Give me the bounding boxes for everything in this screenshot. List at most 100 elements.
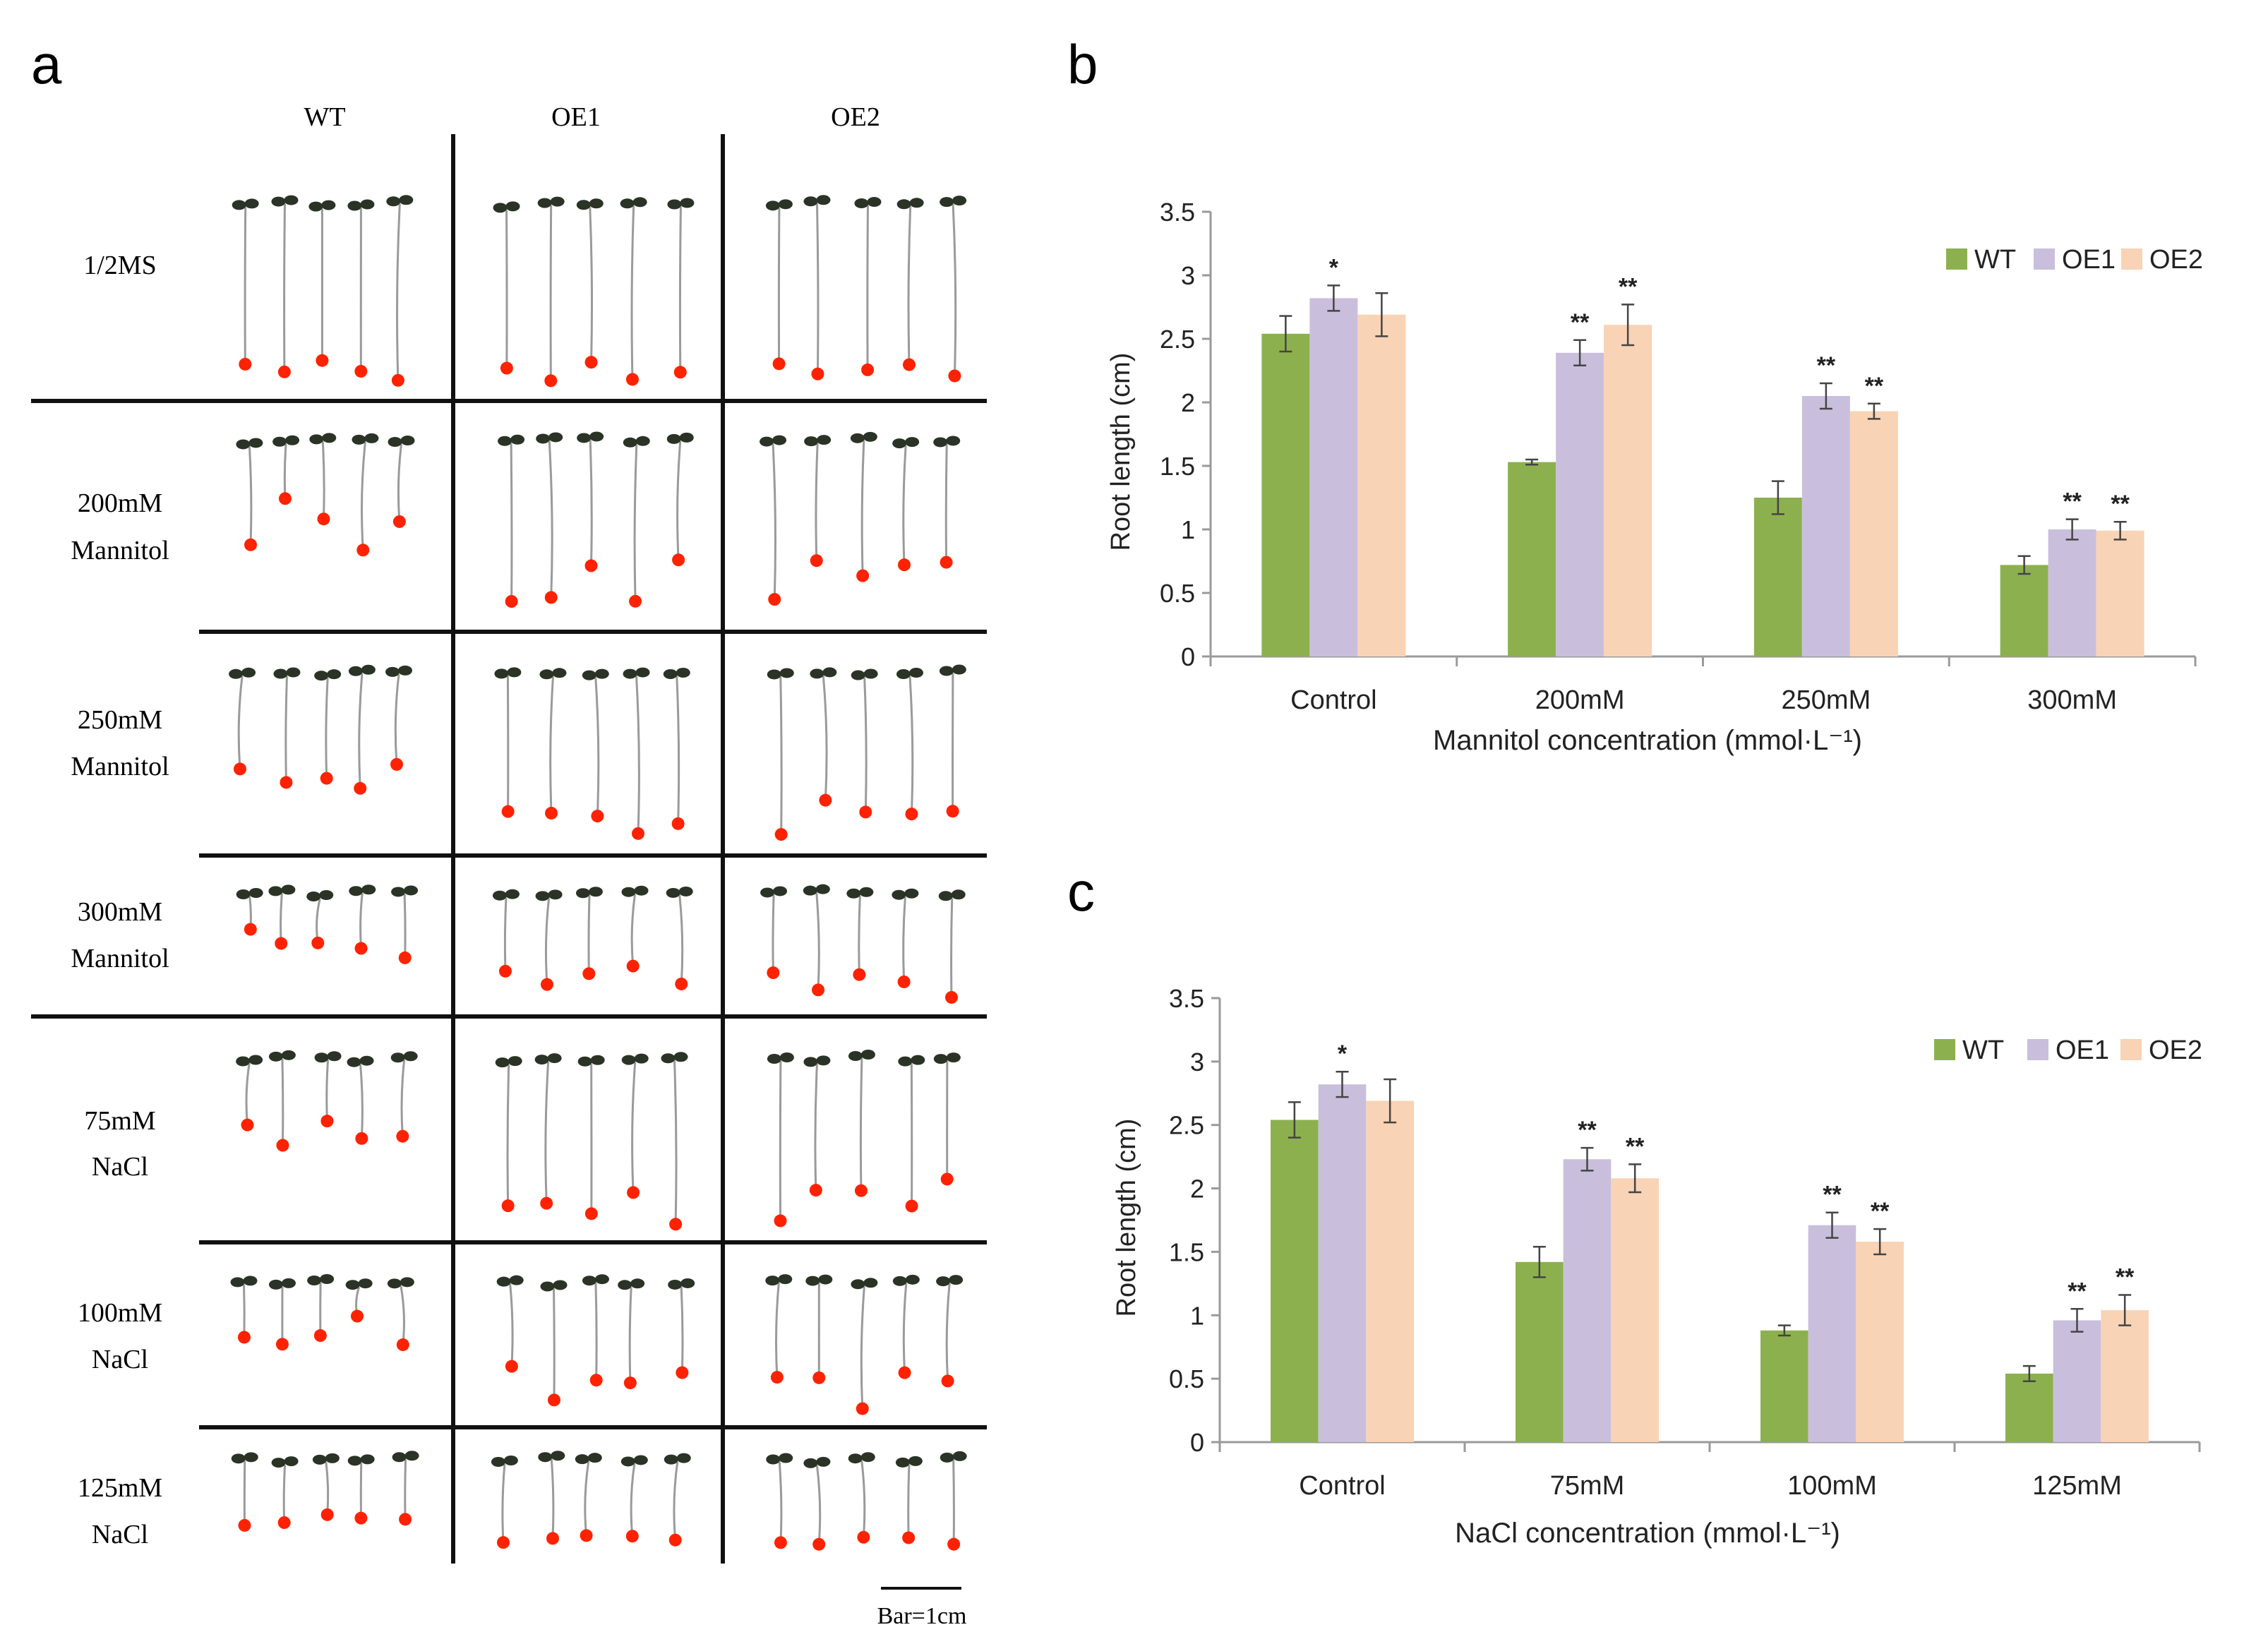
- seedling: [392, 1451, 419, 1526]
- seedling: [582, 668, 609, 823]
- seedling-root: [594, 677, 600, 817]
- root-tip-marker: [946, 805, 959, 818]
- root-tip-marker: [941, 1374, 954, 1388]
- root-tip-marker: [244, 538, 258, 551]
- seedling: [668, 1278, 695, 1379]
- column-header-oe2: OE2: [831, 102, 880, 132]
- root-tip-marker: [861, 363, 875, 376]
- seedling-leaf: [244, 198, 259, 209]
- seedling-root: [860, 1460, 866, 1537]
- seedling-leaf: [232, 200, 246, 210]
- seedling-leaf: [359, 1055, 374, 1066]
- root-tip-marker: [589, 1374, 603, 1387]
- legend-label-oe2: OE2: [2149, 1036, 2202, 1065]
- seedling-root: [361, 441, 366, 551]
- seedling: [623, 436, 650, 608]
- seedling-leaf: [803, 196, 818, 207]
- root-tip-marker: [545, 806, 558, 820]
- root-tip-marker: [584, 559, 598, 572]
- seedling-leaf: [904, 888, 919, 899]
- root-tip-marker: [629, 594, 642, 608]
- seedling-leaf: [321, 200, 336, 210]
- root-tip-marker: [237, 1331, 251, 1344]
- root-tip-marker: [540, 978, 553, 991]
- root-tip-marker: [810, 554, 823, 568]
- seedling-leaf: [661, 1053, 676, 1064]
- seedling-leaf: [244, 1452, 258, 1463]
- seedling-leaf: [766, 1454, 781, 1465]
- root-tip-marker: [244, 923, 257, 936]
- root-tip-marker: [275, 937, 288, 950]
- seedling-leaf: [666, 433, 681, 444]
- seedling-leaf: [765, 200, 780, 211]
- seedling-leaf: [635, 436, 650, 446]
- seedling-root: [544, 1061, 550, 1204]
- seedling-leaf: [952, 196, 967, 206]
- seedling: [576, 198, 604, 369]
- seedling-leaf: [345, 1280, 360, 1290]
- seedling-root: [244, 207, 247, 364]
- seedling-leaf: [618, 1280, 632, 1290]
- x-axis-label: NaCl concentration (mmol·L⁻¹): [1455, 1518, 1840, 1549]
- seedling-leaf: [348, 666, 363, 676]
- root-tip-marker: [623, 1376, 637, 1390]
- seedling: [391, 885, 419, 964]
- seedling-leaf: [620, 1456, 635, 1467]
- seedling-root: [325, 1060, 330, 1122]
- seedling-leaf: [892, 889, 906, 900]
- seedling-leaf: [933, 1054, 948, 1064]
- seedling-leaf: [816, 1055, 831, 1066]
- seedling-leaf: [634, 885, 649, 896]
- seedling-leaf: [503, 1456, 518, 1466]
- seedling: [765, 1274, 793, 1384]
- root-tip-marker: [320, 1115, 334, 1128]
- seedling-leaf: [358, 1278, 373, 1289]
- seedling-root: [281, 1058, 284, 1146]
- seedling-leaf: [938, 891, 953, 901]
- photo-grid: [31, 134, 987, 1564]
- root-tip-marker: [819, 793, 832, 807]
- seedling-root: [952, 204, 957, 376]
- seedling-leaf: [319, 889, 334, 900]
- seedling: [898, 1055, 925, 1213]
- column-header-wt: WT: [304, 102, 345, 132]
- root-tip-marker: [940, 556, 953, 569]
- seedling-leaf: [496, 1276, 511, 1287]
- seedling-leaf: [680, 198, 695, 208]
- root-tip-marker: [809, 1184, 822, 1197]
- seedling-root: [860, 440, 865, 576]
- seedling: [537, 196, 565, 388]
- y-tick-label: 0.5: [1160, 579, 1195, 608]
- seedling-leaf: [548, 432, 563, 443]
- seedling-root: [944, 444, 948, 563]
- seedling-root: [245, 1063, 251, 1125]
- seedling-leaf: [493, 203, 508, 213]
- seedling: [810, 667, 837, 807]
- chart-bars: *************: [1271, 1040, 2149, 1442]
- root-tip-marker: [669, 1218, 683, 1231]
- seedling: [805, 1274, 833, 1384]
- seedling-leaf: [630, 1278, 645, 1289]
- root-tip-marker: [313, 1329, 327, 1343]
- seedling-leaf: [854, 198, 869, 209]
- panel-a: a WT OE1 OE2 1/2MS 200mM Mannitol 250mM …: [31, 33, 987, 1629]
- seedling-leaf: [779, 668, 794, 678]
- root-tip-marker: [317, 512, 330, 526]
- seedling-leaf: [399, 195, 414, 205]
- seedling-leaf: [230, 1277, 245, 1288]
- seedling-root: [902, 445, 907, 565]
- seedling-leaf: [848, 1051, 863, 1062]
- seedling-root: [815, 1465, 822, 1544]
- seedling-leaf: [892, 438, 907, 449]
- seedling-leaf: [308, 201, 323, 212]
- seedling-root: [549, 676, 554, 814]
- root-tip-marker: [774, 1536, 787, 1549]
- seedling: [347, 1454, 375, 1525]
- bar-oe2-2: [1856, 1242, 1904, 1442]
- root-tip-marker: [241, 1118, 254, 1132]
- y-tick-label: 2: [1181, 388, 1195, 417]
- seedling-leaf: [284, 195, 299, 205]
- root-tip-marker: [398, 951, 412, 964]
- seedling-leaf: [241, 667, 256, 678]
- seedling: [386, 195, 414, 387]
